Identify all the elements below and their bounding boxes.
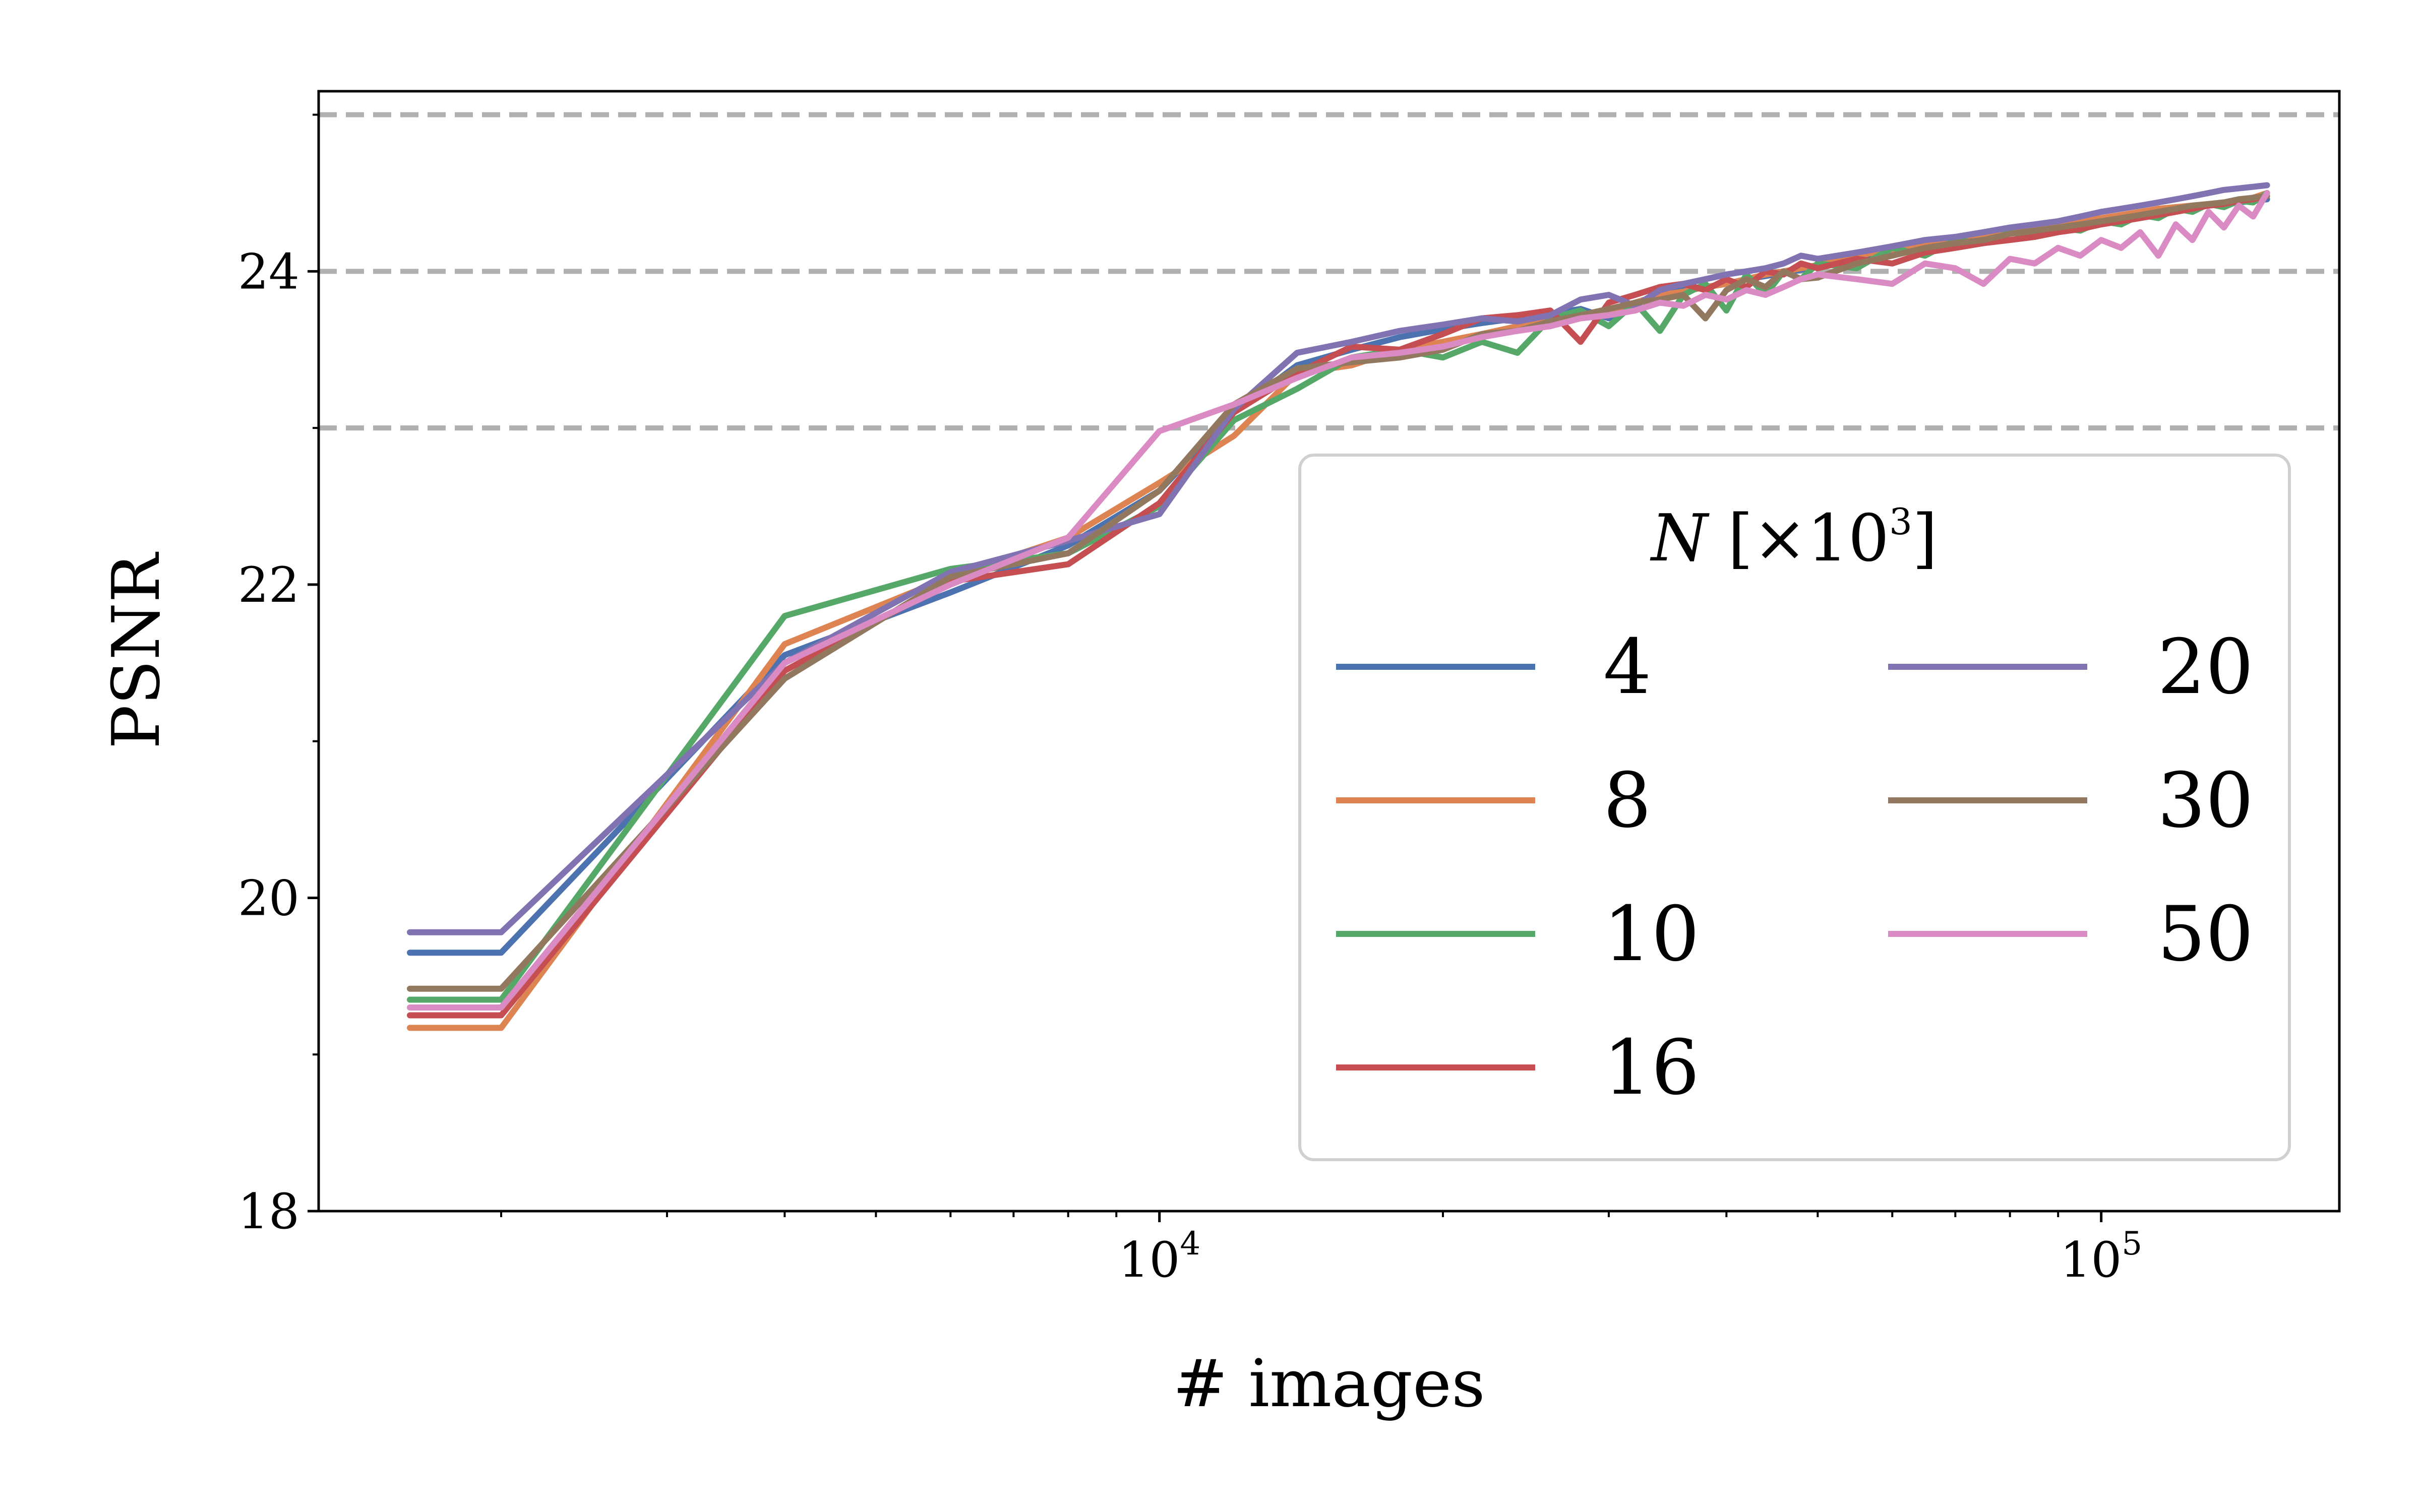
legend-title-close: ] [1912, 501, 1938, 576]
legend-entries: 4 8 10 16 20 30 50 [1336, 623, 2254, 1112]
x-axis-label: # images [1173, 1345, 1485, 1422]
legend-label-8: 8 [1603, 757, 1651, 845]
y-tick-label: 22 [238, 557, 299, 613]
legend-box [1298, 454, 2291, 1161]
x-axis-ticks: 104 105 [500, 1211, 2142, 1288]
x-tick-label: 104 [1118, 1225, 1200, 1288]
legend-title-variable: N [1650, 501, 1710, 576]
legend-label-10: 10 [1603, 891, 1700, 978]
legend-label-4: 4 [1603, 623, 1651, 711]
reference-lines [319, 112, 2339, 431]
y-tick-label: 18 [238, 1183, 299, 1240]
legend-title-unit: [×10 [1728, 501, 1889, 576]
series-line-50 [407, 190, 2270, 1011]
y-tick-label: 20 [238, 870, 299, 926]
y-axis-label: PSNR [98, 552, 174, 749]
x-tick-label: 105 [2060, 1225, 2142, 1288]
y-axis-ticks: 18 20 22 24 [238, 113, 319, 1240]
legend-label-16: 16 [1603, 1024, 1700, 1112]
y-tick-label: 24 [238, 243, 299, 300]
legend-label-30: 30 [2157, 757, 2254, 845]
legend-title: N [×103] [1650, 500, 1938, 576]
x-tick-exponent: 5 [2122, 1225, 2142, 1263]
legend-label-20: 20 [2157, 623, 2254, 711]
series-line-16 [407, 193, 2270, 1019]
x-tick-base: 10 [1118, 1232, 1180, 1288]
legend-title-exponent: 3 [1889, 500, 1912, 543]
series-line-20 [407, 182, 2270, 935]
x-tick-base: 10 [2060, 1232, 2122, 1288]
legend: N [×103] 4 8 10 16 20 30 50 [1298, 454, 2291, 1161]
plot-frame [317, 90, 2341, 1213]
series-lines [407, 182, 2270, 1031]
legend-label-50: 50 [2157, 891, 2254, 978]
x-tick-exponent: 4 [1180, 1225, 1200, 1263]
